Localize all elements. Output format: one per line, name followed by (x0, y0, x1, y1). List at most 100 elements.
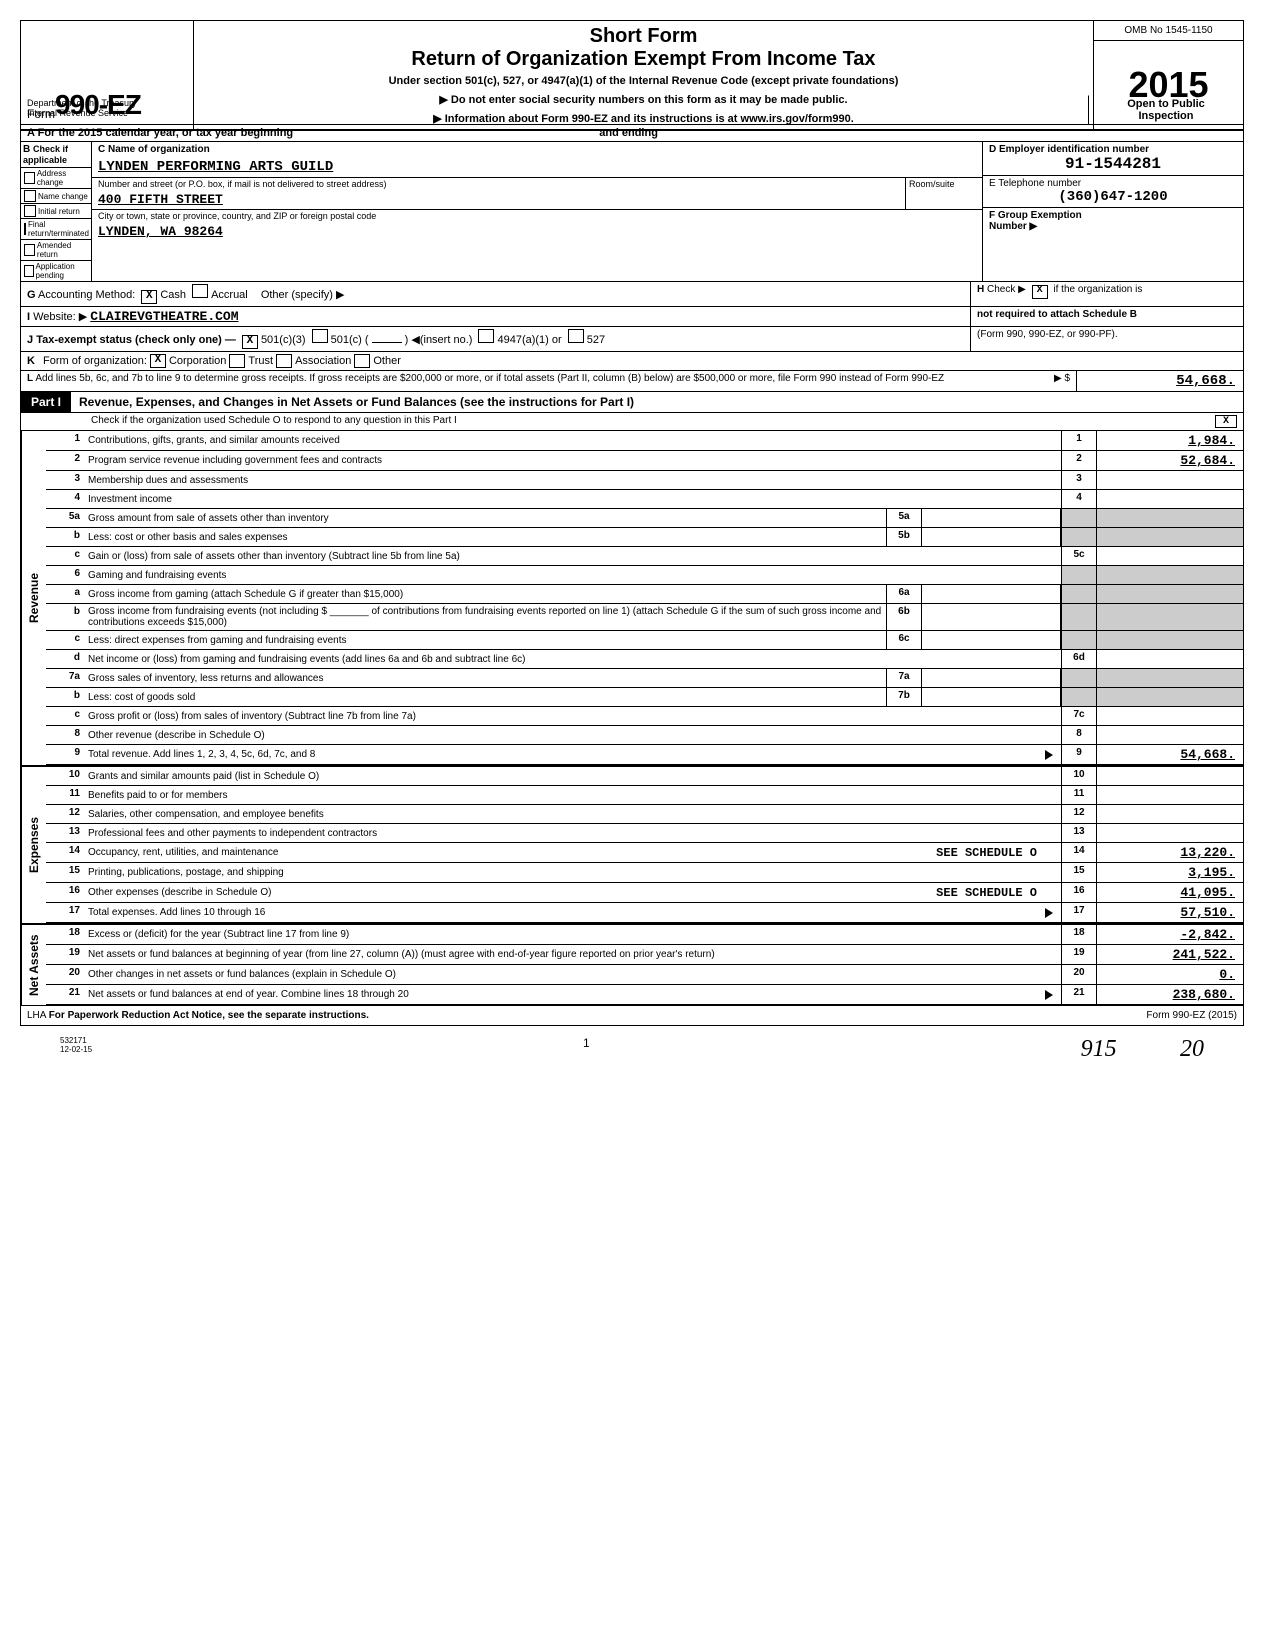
right-line-number: 20 (1061, 965, 1097, 984)
table-row: 16Other expenses (describe in Schedule O… (46, 883, 1243, 903)
schedule-o-checkbox[interactable]: X (1215, 415, 1237, 428)
row-number: 7a (46, 669, 84, 687)
trust-checkbox[interactable] (229, 354, 245, 368)
check-address-change[interactable]: Address change (21, 168, 91, 189)
schedule-o-text: Check if the organization used Schedule … (91, 415, 457, 428)
row-description: Net assets or fund balances at end of ye… (84, 985, 1061, 1004)
accrual-checkbox[interactable] (192, 284, 208, 298)
row-description: Less: direct expenses from gaming and fu… (84, 631, 886, 649)
right-value: 3,195. (1097, 863, 1243, 882)
right-value: 54,668. (1097, 745, 1243, 764)
lines-i-row: I Website: ▶ CLAIREVGTHEATRE.COM not req… (21, 307, 1243, 327)
right-line-number: 6d (1061, 650, 1097, 668)
table-row: 15Printing, publications, postage, and s… (46, 863, 1243, 883)
net-assets-section: Net Assets 18Excess or (deficit) for the… (21, 923, 1243, 1005)
right-value (1097, 650, 1243, 668)
expenses-rows: 10Grants and similar amounts paid (list … (46, 767, 1243, 923)
header-grid: B Check if applicable Address change Nam… (21, 142, 1243, 282)
table-row: cLess: direct expenses from gaming and f… (46, 631, 1243, 650)
org-name: LYNDEN PERFORMING ARTS GUILD (92, 157, 982, 177)
row-number: b (46, 528, 84, 546)
form-date: 12-02-15 (60, 1045, 92, 1054)
dept-row: Department of the Treasury Internal Reve… (21, 95, 1243, 125)
check-name-change[interactable]: Name change (21, 189, 91, 204)
row-description: Salaries, other compensation, and employ… (84, 805, 1061, 823)
right-value: 1,984. (1097, 431, 1243, 450)
paperwork-text: For Paperwork Reduction Act Notice, see … (49, 1010, 369, 1021)
line-h-cont2: (Form 990, 990-EZ, or 990-PF). (970, 327, 1243, 351)
room-suite-box: Room/suite (905, 178, 982, 209)
501c3-checkbox[interactable]: X (242, 335, 258, 349)
right-line-number: 1 (1061, 431, 1097, 450)
street-row: Number and street (or P.O. box, if mail … (92, 177, 982, 209)
row-description: Net assets or fund balances at beginning… (84, 945, 1061, 964)
table-row: 19Net assets or fund balances at beginni… (46, 945, 1243, 965)
row-number: 20 (46, 965, 84, 984)
part-1-header: Part I Revenue, Expenses, and Changes in… (21, 392, 1243, 413)
right-value (1097, 631, 1243, 649)
part-1-label: Part I (21, 392, 71, 412)
assoc-checkbox[interactable] (276, 354, 292, 368)
right-value (1097, 585, 1243, 603)
irs-label: Internal Revenue Service (27, 108, 187, 118)
line-l: L Add lines 5b, 6c, and 7b to line 9 to … (21, 371, 1243, 392)
footer-row: LHA For Paperwork Reduction Act Notice, … (21, 1005, 1243, 1025)
right-value (1097, 509, 1243, 527)
mid-value (922, 604, 1061, 630)
part-1-title: Revenue, Expenses, and Changes in Net As… (71, 392, 1243, 412)
check-initial-return[interactable]: Initial return (21, 204, 91, 219)
revenue-side-label: Revenue (21, 431, 46, 765)
line-h: H Check ▶ X if the organization is (970, 282, 1243, 306)
right-value: 238,680. (1097, 985, 1243, 1004)
corp-checkbox[interactable]: X (150, 354, 166, 368)
table-row: 8Other revenue (describe in Schedule O)8 (46, 726, 1243, 745)
omb-number: OMB No 1545-1150 (1093, 21, 1243, 41)
schedule-b-checkbox[interactable]: X (1032, 285, 1048, 299)
mid-value (922, 688, 1061, 706)
table-row: bLess: cost of goods sold7b (46, 688, 1243, 707)
handwritten-2: 20 (1180, 1036, 1204, 1062)
short-form-title: Short Form (202, 25, 1085, 48)
501c-checkbox[interactable] (312, 329, 328, 343)
table-row: 5aGross amount from sale of assets other… (46, 509, 1243, 528)
table-row: 2Program service revenue including gover… (46, 451, 1243, 471)
line-a-begin: For the 2015 calendar year, or tax year … (38, 127, 294, 139)
schedule-o-check-row: Check if the organization used Schedule … (21, 413, 1243, 431)
row-number: b (46, 604, 84, 630)
table-row: 11Benefits paid to or for members11 (46, 786, 1243, 805)
right-line-number: 4 (1061, 490, 1097, 508)
city-label: City or town, state or province, country… (92, 210, 982, 222)
schedule-ref: SEE SCHEDULE O (936, 886, 1037, 900)
mid-line-number: 5b (886, 528, 922, 546)
table-row: 18Excess or (deficit) for the year (Subt… (46, 925, 1243, 945)
row-description: Total expenses. Add lines 10 through 16 (84, 903, 1061, 922)
open-public-label: Open to Public (1091, 98, 1241, 110)
527-checkbox[interactable] (568, 329, 584, 343)
right-line-number: 14 (1061, 843, 1097, 862)
row-number: 6 (46, 566, 84, 584)
right-line-number (1061, 688, 1097, 706)
table-row: bLess: cost or other basis and sales exp… (46, 528, 1243, 547)
check-final-return[interactable]: Final return/terminated (21, 219, 91, 240)
right-line-number (1061, 528, 1097, 546)
telephone-box: E Telephone number (360)647-1200 (983, 176, 1243, 208)
right-value (1097, 688, 1243, 706)
line-a-end: and ending (599, 127, 658, 139)
check-pending[interactable]: Application pending (21, 261, 91, 281)
right-value (1097, 547, 1243, 565)
right-line-number: 9 (1061, 745, 1097, 764)
row-number: 19 (46, 945, 84, 964)
other-org-checkbox[interactable] (354, 354, 370, 368)
row-description: Printing, publications, postage, and shi… (84, 863, 1061, 882)
4947-checkbox[interactable] (478, 329, 494, 343)
right-value (1097, 767, 1243, 785)
row-description: Benefits paid to or for members (84, 786, 1061, 804)
city-value: LYNDEN, WA 98264 (92, 222, 982, 241)
table-row: aGross income from gaming (attach Schedu… (46, 585, 1243, 604)
check-amended[interactable]: Amended return (21, 240, 91, 261)
cash-checkbox[interactable]: X (141, 290, 157, 304)
expenses-side-label: Expenses (21, 767, 46, 923)
line-l-text: L Add lines 5b, 6c, and 7b to line 9 to … (21, 371, 1076, 391)
city-row: City or town, state or province, country… (92, 209, 982, 241)
row-number: 16 (46, 883, 84, 902)
